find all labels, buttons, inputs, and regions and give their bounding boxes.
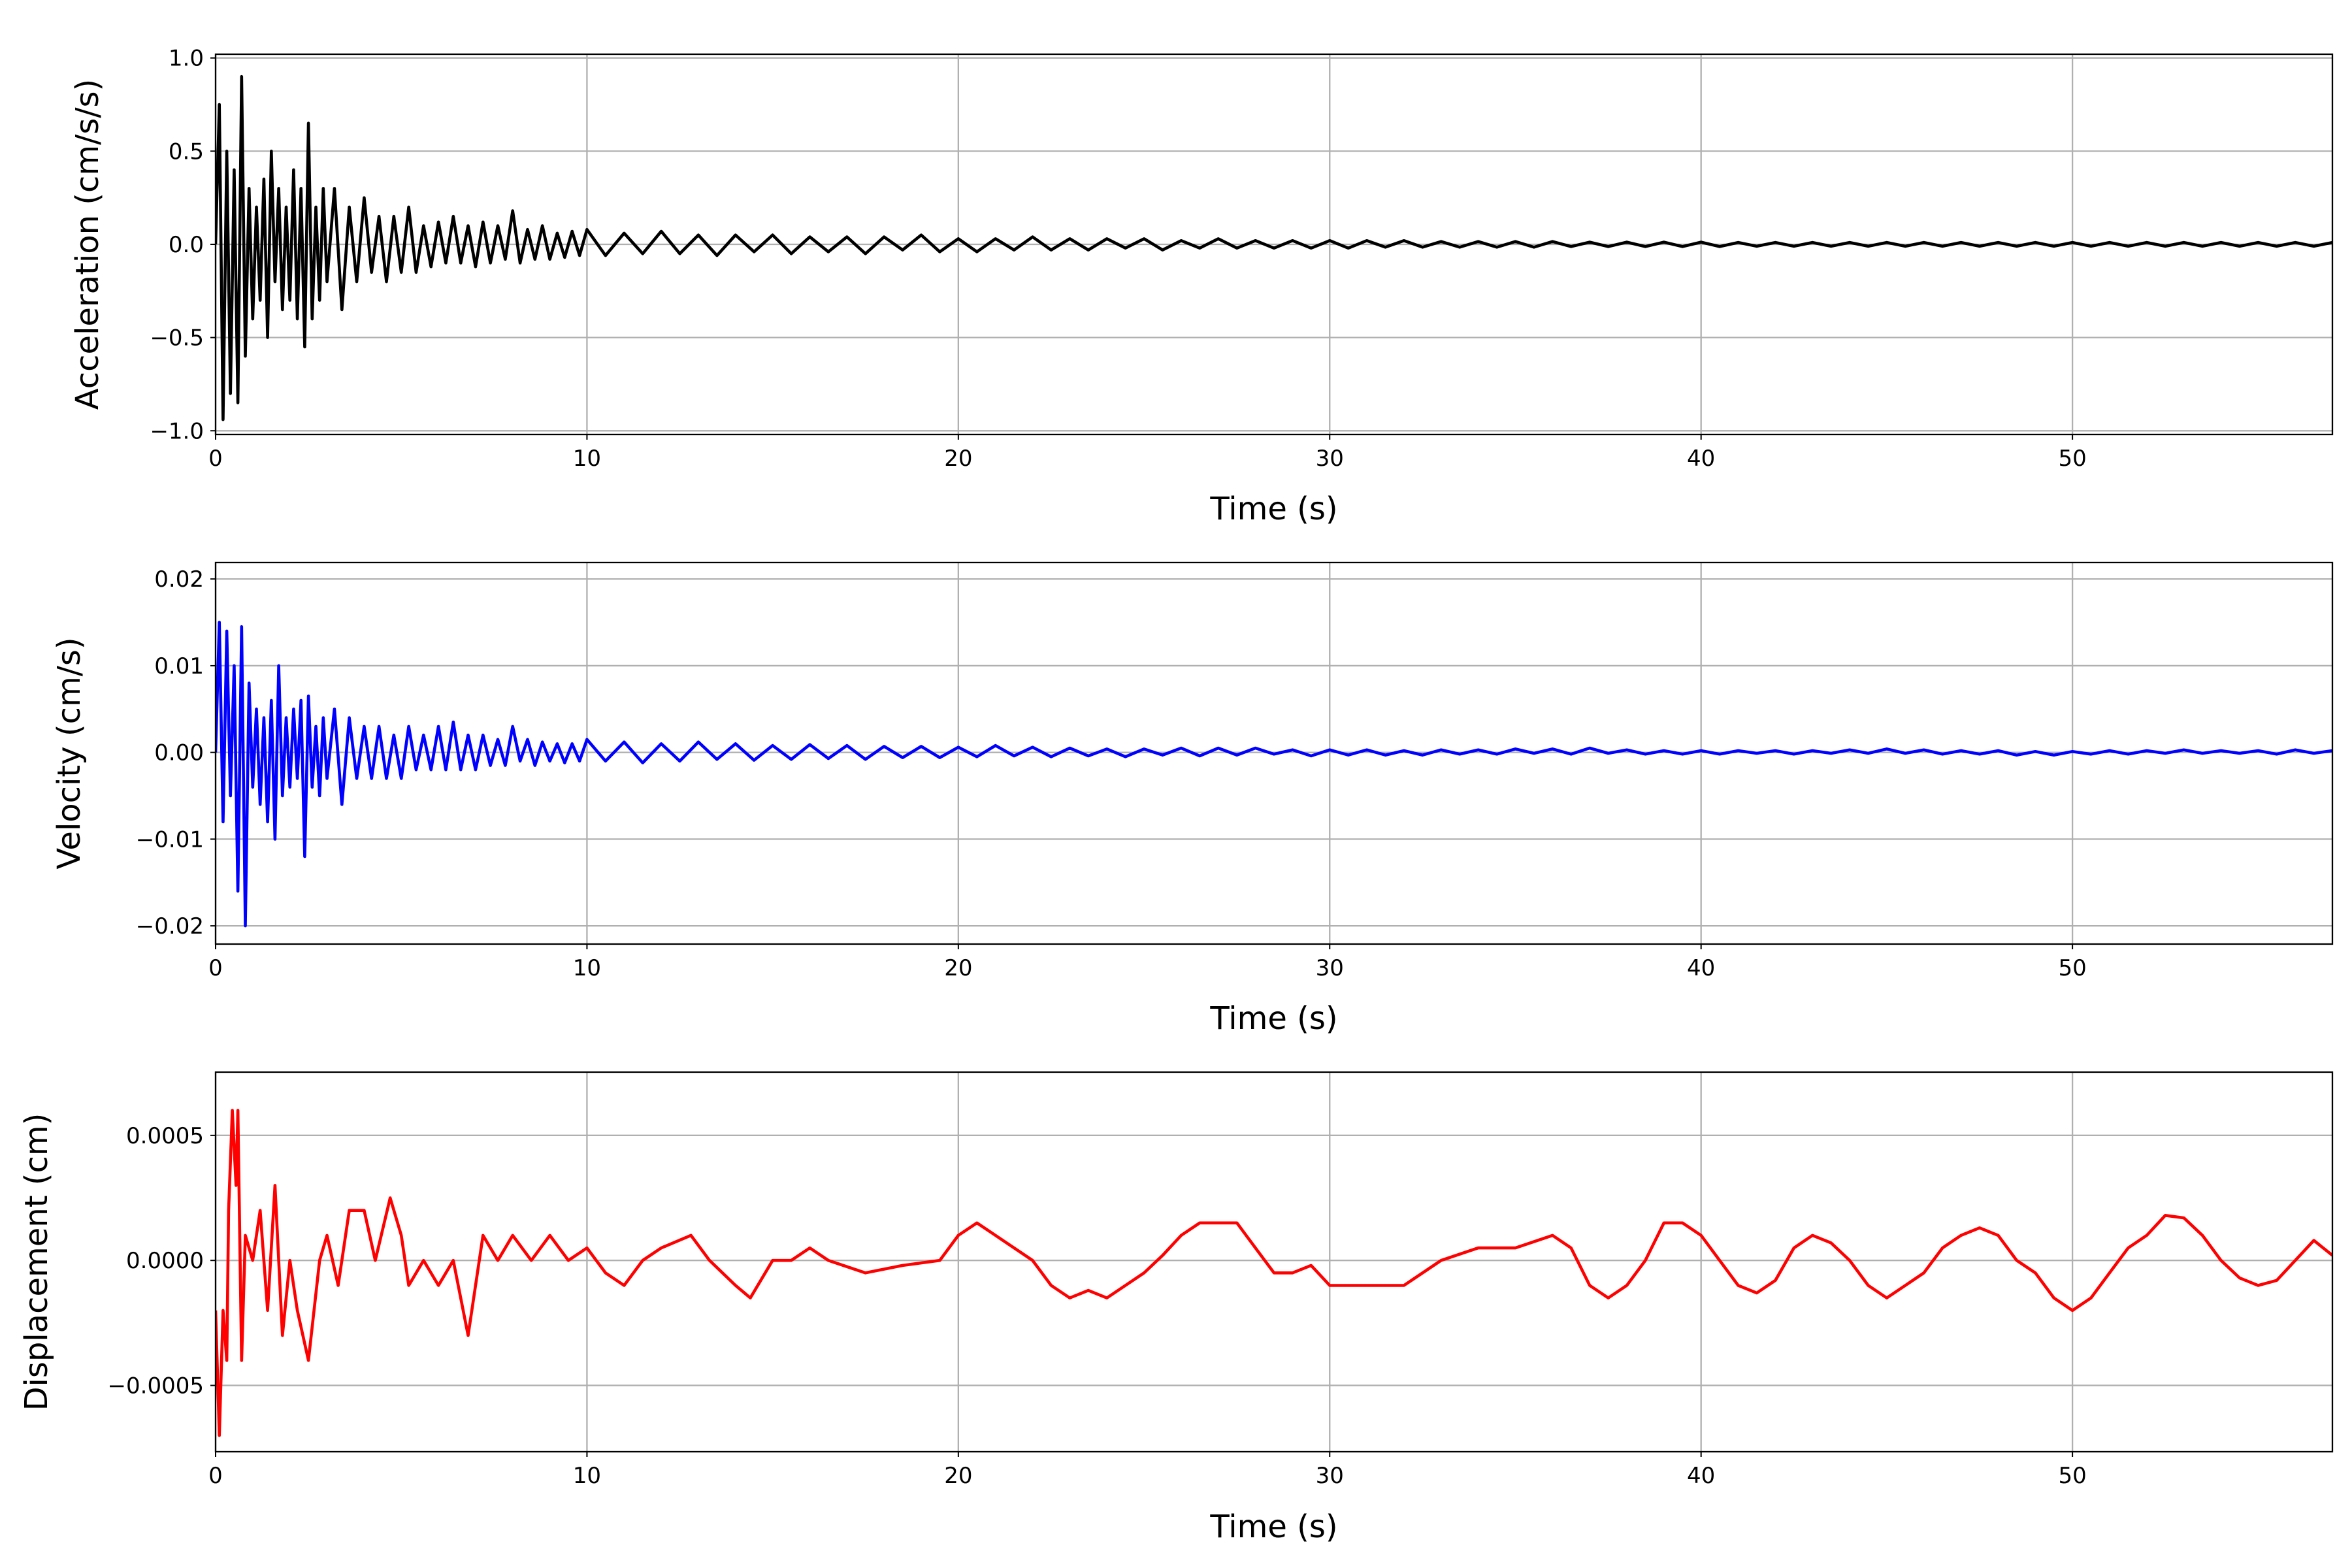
displacement-series-line [216,1109,2332,1437]
x-tick-label: 50 [2058,1463,2086,1489]
x-tick-label: 40 [1687,1463,1715,1489]
x-tick-label: 40 [1687,446,1715,472]
y-tick-label: 0.00 [154,740,204,766]
y-tick-label: 0.0 [169,232,204,258]
y-tick-label: −1.0 [150,418,204,444]
x-axis-label: Time (s) [1209,1000,1337,1037]
x-tick-label: 0 [208,446,223,472]
x-tick-label: 30 [1316,1463,1344,1489]
x-tick-label: 30 [1316,955,1344,981]
x-tick-label: 30 [1316,446,1344,472]
x-tick-label: 10 [573,446,601,472]
y-axis-label: Velocity (cm/s) [51,637,88,869]
x-tick-label: 40 [1687,955,1715,981]
x-tick-label: 10 [573,1463,601,1489]
x-tick-label: 20 [944,955,972,981]
axes-frame [214,1071,2334,1453]
y-tick-label: −0.5 [150,325,204,351]
velocity-subplot: 0 10 20 30 40 50 0.02 0.01 0.00 −0.01 −0.02 Time (s… [51,561,2334,1037]
x-axis-label: Time (s) [1209,491,1337,527]
x-tick-label: 20 [944,1463,972,1489]
y-axis-label: Displacement (cm) [18,1113,55,1411]
x-axis-label: Time (s) [1209,1509,1337,1545]
x-tick-label: 0 [208,955,223,981]
x-tick-label: 50 [2058,446,2086,472]
acceleration-series-line [216,74,2332,421]
y-tick-label: 0.0000 [126,1248,204,1274]
y-tick-label: 0.5 [169,139,204,165]
y-tick-label: 0.01 [154,653,204,679]
displacement-subplot: 0 10 20 30 40 50 0.0005 0.0000 −0.0005 Time (s) Di… [18,1071,2334,1545]
velocity-series-line [216,621,2332,928]
x-tick-label: 10 [573,955,601,981]
y-tick-label: 0.02 [154,566,204,593]
y-tick-label: −0.02 [136,913,204,939]
y-tick-label: 1.0 [169,46,204,72]
acceleration-subplot: 0 10 20 30 40 50 1.0 0.5 0.0 −0.5 −1.0 Time (s) Acce… [69,46,2334,527]
y-tick-label: −0.0005 [108,1373,204,1399]
x-tick-label: 50 [2058,955,2086,981]
y-tick-label: 0.0005 [126,1123,204,1149]
x-tick-label: 0 [208,1463,223,1489]
y-axis-label: Acceleration (cm/s/s) [69,79,106,410]
y-tick-label: −0.01 [136,826,204,853]
axes-frame [214,561,2334,945]
x-tick-label: 20 [944,446,972,472]
